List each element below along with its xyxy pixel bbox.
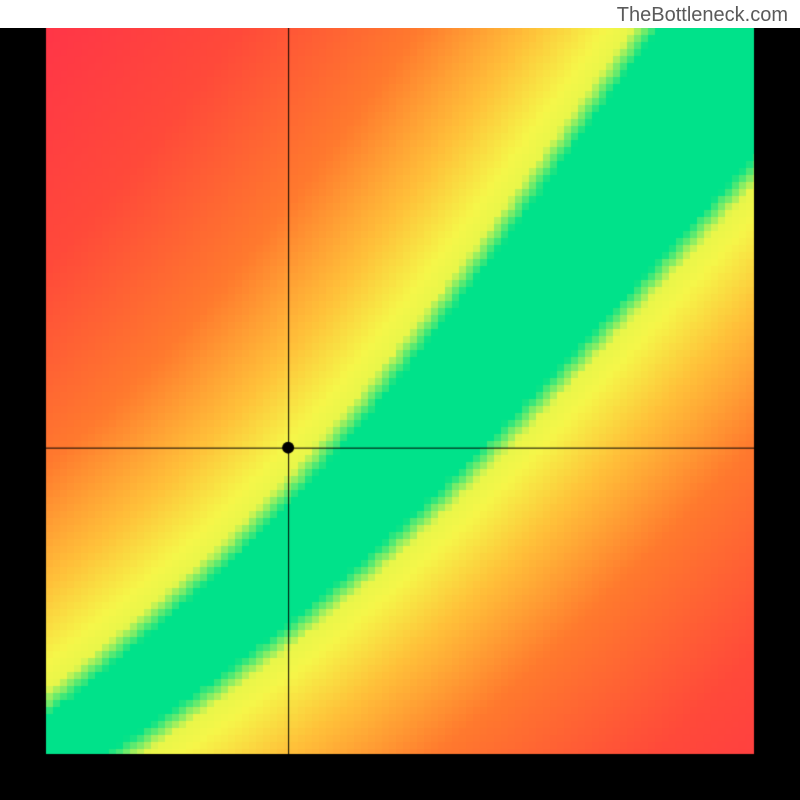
- attribution-text: TheBottleneck.com: [617, 4, 788, 27]
- heatmap-canvas: [0, 28, 800, 800]
- bottleneck-heatmap: [0, 28, 800, 800]
